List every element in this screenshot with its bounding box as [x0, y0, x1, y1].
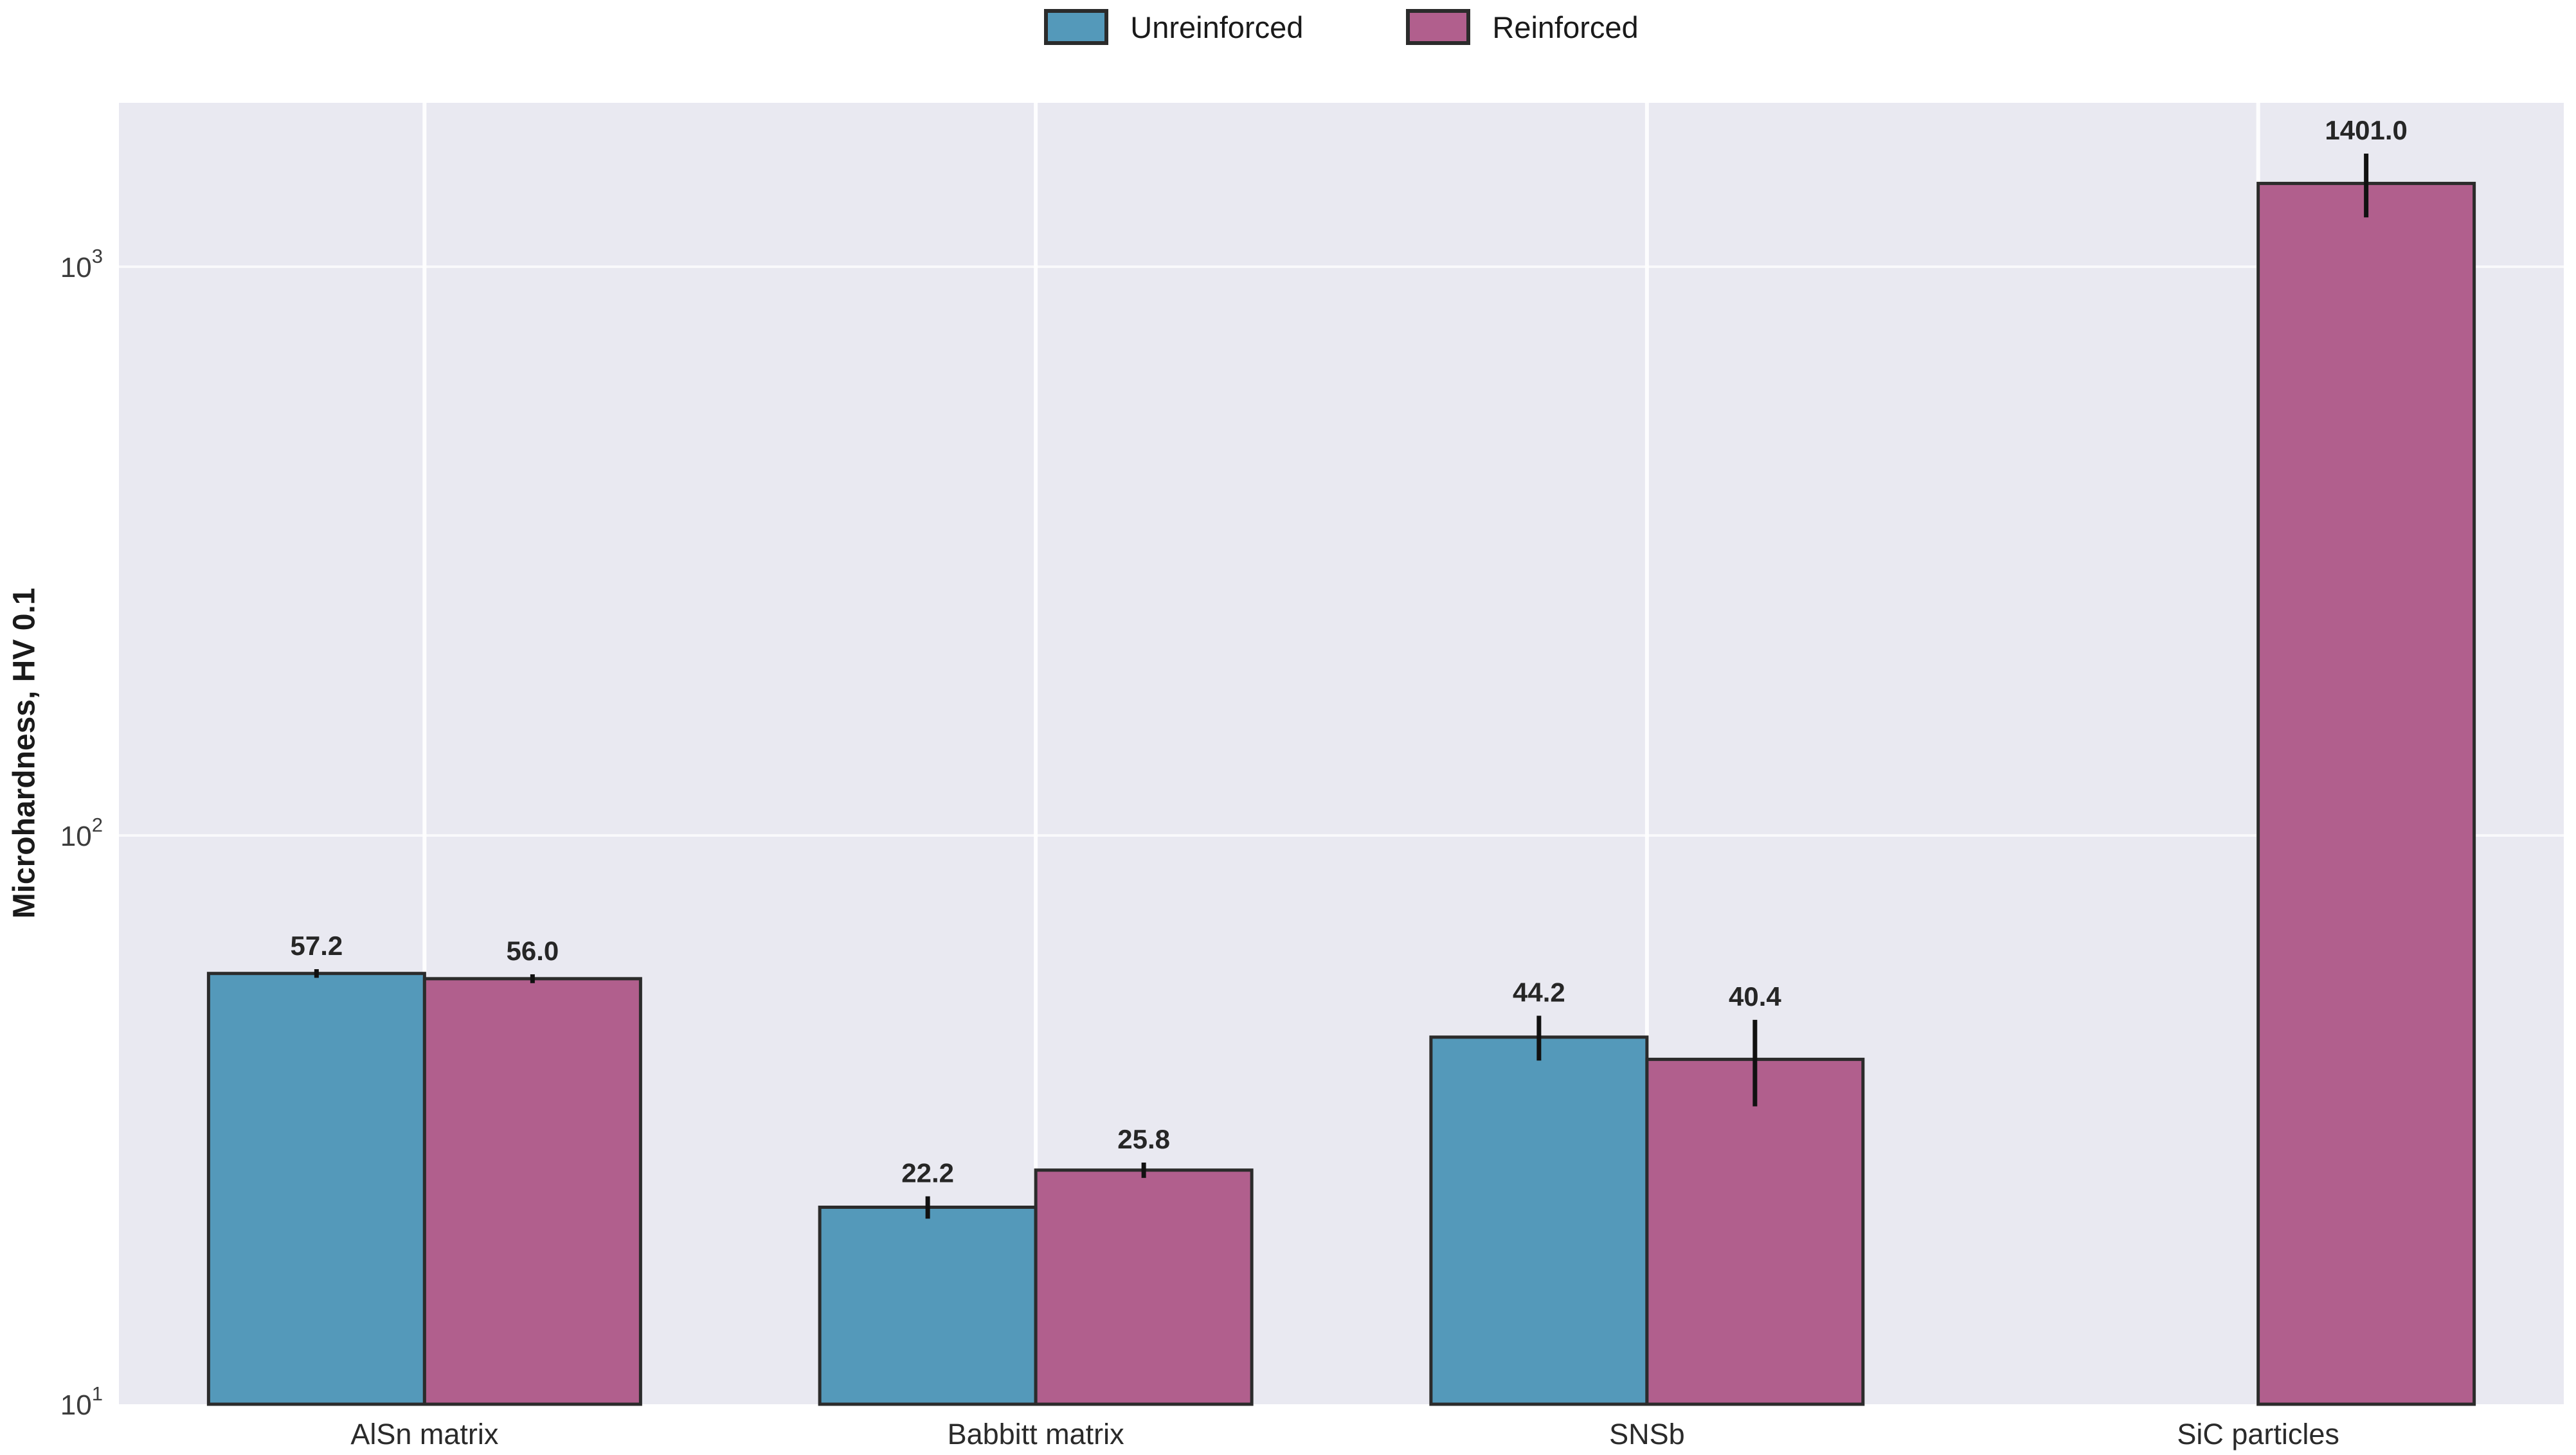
x-tick-label-0: AlSn matrix: [350, 1418, 499, 1451]
x-tick-label-1: Babbitt matrix: [948, 1418, 1125, 1451]
bar-value-label: 25.8: [1117, 1124, 1170, 1154]
bar-reinforced-3: [2256, 181, 2476, 1406]
bar-reinforced-2: [1645, 1057, 1865, 1406]
bar-unreinforced-0: [206, 972, 426, 1406]
x-tick-label-3: SiC particles: [2177, 1418, 2339, 1451]
bar-value-label: 1401.0: [2325, 115, 2407, 145]
bar-value-label: 40.4: [1729, 981, 1781, 1012]
bar-value-label: 22.2: [901, 1158, 954, 1188]
y-axis-label: Microhardness, HV 0.1: [7, 587, 42, 919]
bar-reinforced-0: [422, 977, 642, 1406]
bar-value-label: 56.0: [507, 936, 559, 966]
y-tick-label: 102: [60, 814, 103, 852]
bar-unreinforced-2: [1429, 1035, 1649, 1406]
x-tick-label-2: SNSb: [1609, 1418, 1685, 1451]
bar-unreinforced-1: [818, 1205, 1038, 1406]
y-tick-label: 103: [60, 245, 103, 283]
y-tick-label: 101: [60, 1382, 103, 1421]
bar-reinforced-1: [1034, 1168, 1254, 1406]
bar-value-label: 44.2: [1513, 977, 1565, 1008]
bar-value-label: 57.2: [291, 931, 343, 961]
